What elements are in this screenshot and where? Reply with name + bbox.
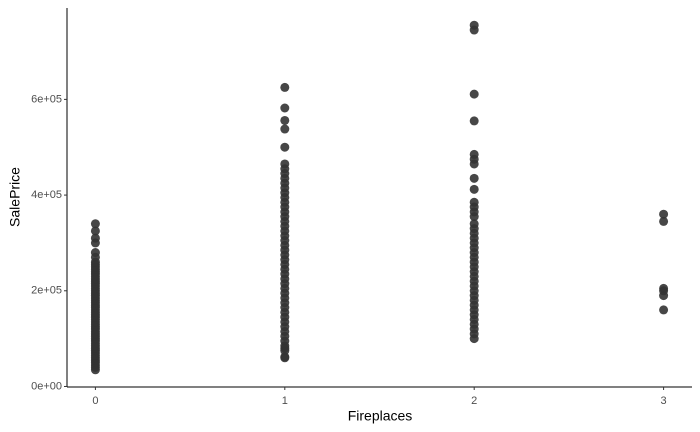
x-tick-label: 3 bbox=[661, 395, 667, 407]
y-tick-label: 6e+05 bbox=[31, 93, 62, 105]
point bbox=[280, 82, 290, 92]
point bbox=[280, 159, 290, 169]
point bbox=[90, 233, 100, 243]
x-tick-label: 1 bbox=[282, 395, 288, 407]
y-tick-label: 0e+00 bbox=[31, 380, 62, 392]
point bbox=[90, 219, 100, 229]
x-axis-title: Fireplaces bbox=[348, 408, 413, 424]
point bbox=[90, 226, 100, 236]
point bbox=[280, 124, 290, 134]
point bbox=[469, 219, 479, 229]
point bbox=[280, 352, 290, 362]
y-tick-label: 4e+05 bbox=[31, 189, 62, 201]
point bbox=[659, 209, 669, 219]
x-tick-label: 0 bbox=[92, 395, 98, 407]
point bbox=[469, 173, 479, 183]
point bbox=[469, 116, 479, 126]
point bbox=[469, 89, 479, 99]
point bbox=[280, 142, 290, 152]
y-axis-title: SalePrice bbox=[7, 167, 23, 227]
point bbox=[469, 149, 479, 159]
point bbox=[469, 197, 479, 207]
point bbox=[469, 184, 479, 194]
x-tick-label: 2 bbox=[471, 395, 477, 407]
point bbox=[659, 216, 669, 226]
point bbox=[280, 103, 290, 113]
point bbox=[469, 20, 479, 30]
point bbox=[659, 283, 669, 293]
point bbox=[659, 305, 669, 315]
point bbox=[90, 248, 100, 258]
point bbox=[280, 115, 290, 125]
y-tick-label: 2e+05 bbox=[31, 285, 62, 297]
